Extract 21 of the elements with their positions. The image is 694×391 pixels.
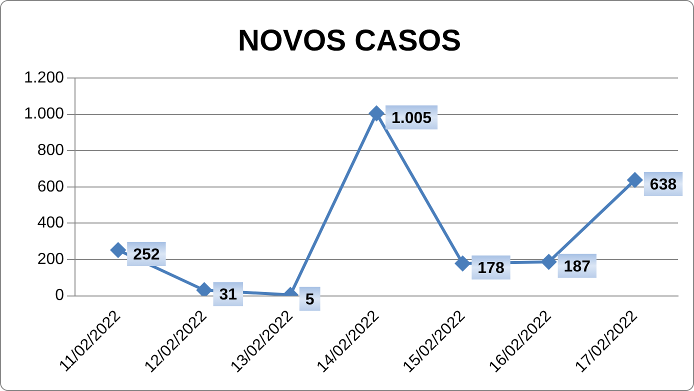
y-tick-label: 600 xyxy=(37,178,64,196)
point xyxy=(110,242,126,258)
y-tick-label: 200 xyxy=(37,250,64,268)
y-tick-label: 400 xyxy=(37,214,64,232)
point xyxy=(455,256,470,271)
point xyxy=(369,106,384,121)
y-tick-label: 1.000 xyxy=(24,106,64,123)
data-label: 252 xyxy=(133,246,160,264)
y-tick-label: 0 xyxy=(55,287,64,304)
data-label: 1.005 xyxy=(392,110,432,127)
y-tick-label: 1.200 xyxy=(24,69,64,86)
data-label: 187 xyxy=(564,258,591,276)
y-tick-label: 800 xyxy=(37,142,64,160)
chart-title: NOVOS CASOS xyxy=(238,24,462,58)
point xyxy=(541,254,556,270)
point xyxy=(196,282,212,296)
data-label: 178 xyxy=(478,260,504,277)
data-label: 5 xyxy=(305,291,314,308)
point xyxy=(627,172,642,188)
data-label: 31 xyxy=(219,286,238,304)
data-label: 638 xyxy=(650,176,677,194)
